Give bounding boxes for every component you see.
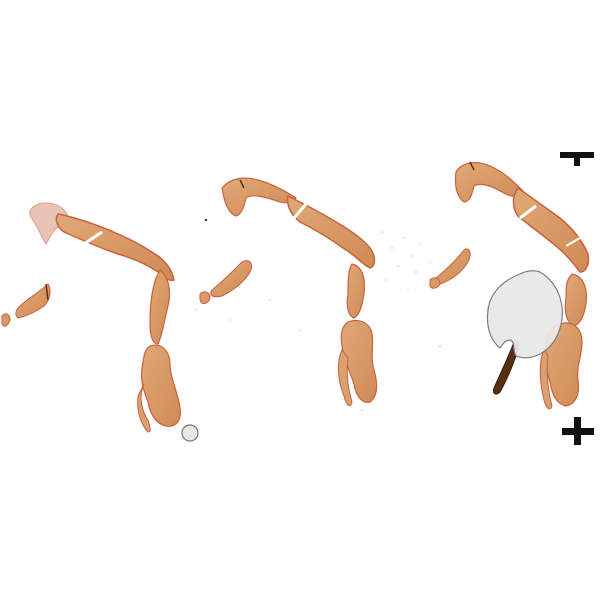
section-1-lower-lobe: [140, 344, 181, 427]
large-heart-shaped-overlay: [486, 270, 563, 359]
section-3-descending-limb: [564, 273, 588, 327]
section-2-descending-limb: [346, 263, 366, 319]
section-2-crack: [292, 203, 308, 219]
small-circle-overlay: [181, 424, 199, 442]
section-1-descending-limb: [149, 269, 171, 345]
top-marker: [560, 152, 594, 166]
section-3-crack: [519, 204, 537, 220]
section-2-top-hook: [221, 177, 297, 217]
section-3-upper-arm: [512, 186, 590, 273]
tissue-section-1: [1, 202, 181, 433]
section-1-upper-arm: [55, 213, 175, 282]
section-1-lower-tail: [137, 383, 151, 433]
section-2-side-fragment: [210, 260, 253, 298]
section-2-lower-lobe: [340, 319, 378, 403]
tissue-section-2: [199, 177, 378, 407]
section-2-upper-arm: [286, 194, 376, 269]
tissue-section-3: [429, 161, 590, 410]
cross-marker: [562, 417, 594, 445]
section-3-top-hook: [454, 162, 525, 203]
speckle-field: [195, 218, 441, 411]
section-1-crack: [83, 230, 103, 246]
section-1-side-fragment: [15, 283, 51, 319]
